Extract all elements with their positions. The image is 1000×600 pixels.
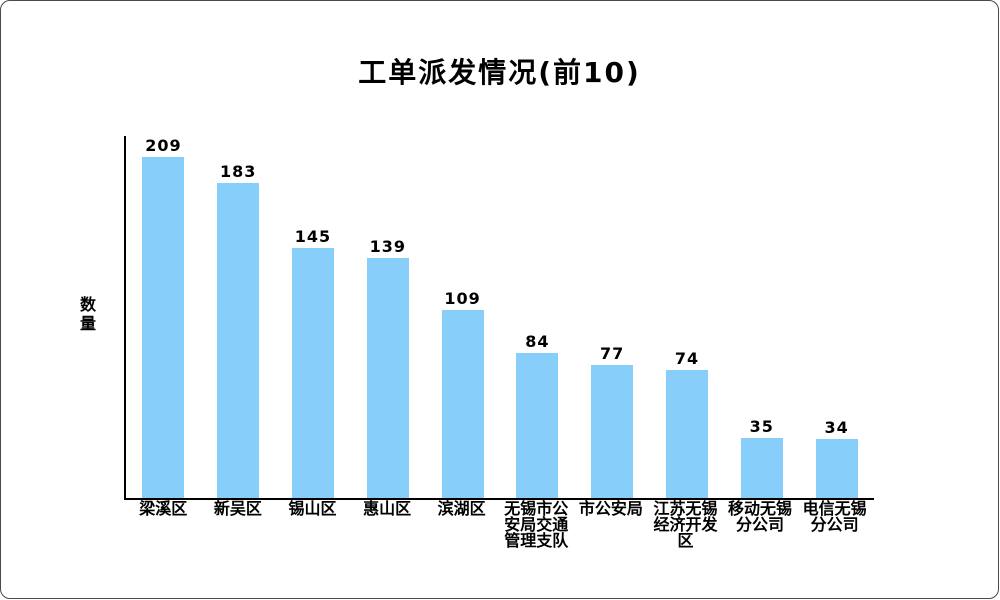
bar <box>291 248 334 498</box>
bar-slot: 139 <box>350 136 425 498</box>
bar-value-label: 139 <box>369 237 406 256</box>
plot-area: 209 183 145 139 109 84 77 74 35 34 <box>124 136 874 500</box>
bar-slot: 35 <box>724 136 799 498</box>
category-label: 滨湖区 <box>437 499 486 518</box>
bar <box>441 310 484 498</box>
bar-slot: 74 <box>650 136 725 498</box>
bar-value-label: 145 <box>294 227 332 246</box>
bar-value-label: 74 <box>674 349 700 368</box>
bar <box>366 258 409 498</box>
category-label: 电信无锡分公司 <box>802 499 867 534</box>
bar-slot: 145 <box>276 136 351 498</box>
bar-slot: 77 <box>575 136 650 498</box>
y-axis-label: 数量 <box>79 295 96 333</box>
bar <box>740 438 783 498</box>
bar-value-label: 34 <box>824 418 849 437</box>
bar-value-label: 84 <box>525 332 550 351</box>
bar-value-label: 109 <box>444 289 481 308</box>
chart-title: 工单派发情况(前10) <box>358 56 641 89</box>
bar-slot: 109 <box>425 136 500 498</box>
category-label: 江苏无锡经济开发区 <box>653 499 718 550</box>
bar-slot: 209 <box>126 136 201 498</box>
bar-slot: 183 <box>201 136 276 498</box>
bar <box>591 365 634 498</box>
bar-slot: 34 <box>799 136 874 498</box>
bars-container: 209 183 145 139 109 84 77 74 35 34 <box>126 136 874 498</box>
bar <box>516 353 559 498</box>
category-label: 市公安局 <box>578 499 643 518</box>
bar <box>217 183 260 498</box>
bar-value-label: 209 <box>145 136 182 155</box>
bar-value-label: 183 <box>219 162 257 181</box>
bar <box>665 370 708 498</box>
x-axis-labels: 梁溪区 新吴区 锡山区 惠山区 滨湖区 无锡市公安局交通管理支队 市公安局 江苏无锡经济开发区… <box>126 501 872 549</box>
category-label: 惠山区 <box>363 499 412 518</box>
category-label: 锡山区 <box>288 499 337 518</box>
category-label: 移动无锡分公司 <box>728 499 793 534</box>
category-label: 新吴区 <box>213 499 262 518</box>
category-label: 梁溪区 <box>139 499 188 518</box>
bar-slot: 84 <box>500 136 575 498</box>
bar-value-label: 35 <box>749 417 774 436</box>
bar <box>815 439 858 498</box>
bar <box>142 157 185 498</box>
bar-value-label: 77 <box>600 344 625 363</box>
category-label: 无锡市公安局交通管理支队 <box>504 499 569 550</box>
